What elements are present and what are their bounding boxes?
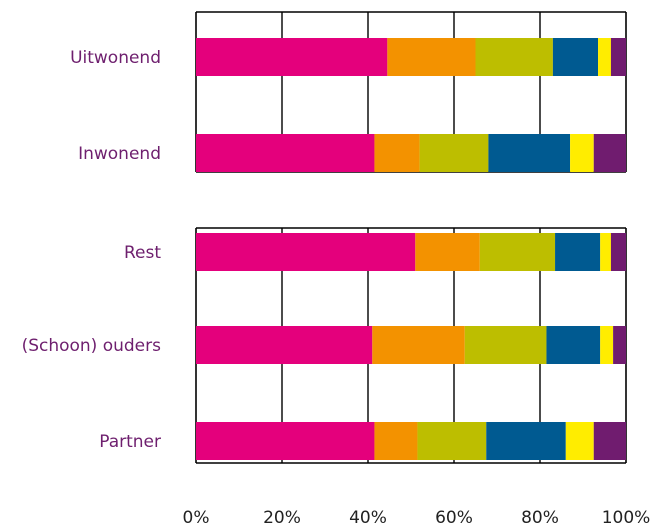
bar-segment-1 [196,134,375,172]
x-tick-label: 80% [521,508,559,528]
bar-segment-4 [552,38,599,76]
bar-segment-5 [600,233,611,271]
bar-segment-6 [610,233,626,271]
bar-segment-1 [196,422,375,460]
x-tick-label: 60% [435,508,473,528]
bar-segment-1 [196,233,416,271]
bar-segment-5 [598,38,611,76]
category-label: Partner [99,432,161,452]
bar-segment-2 [415,233,480,271]
bar-segment-4 [486,422,566,460]
bar-segment-4 [488,134,571,172]
bar-segment-5 [565,422,594,460]
bar-segment-4 [546,326,601,364]
category-label: (Schoon) ouders [22,336,162,356]
bar-segment-1 [196,326,373,364]
bar-segment-3 [417,422,487,460]
bar-segment-3 [419,134,489,172]
bar-segment-2 [374,422,418,460]
bar-segment-2 [374,134,420,172]
chart-panel-2: Rest (Schoon) ouders Partner [22,227,627,464]
bar-segment-6 [610,38,626,76]
category-label: Uitwonend [70,48,161,68]
x-tick-label: 20% [263,508,301,528]
bar-segment-5 [600,326,614,364]
bar-segment-3 [479,233,556,271]
bar-segment-6 [613,326,626,364]
x-tick-label: 0% [183,508,210,528]
bar-segment-6 [593,422,626,460]
bar-segment-6 [593,134,626,172]
bar-segment-2 [372,326,465,364]
bar-segment-4 [555,233,601,271]
bar-segment-1 [196,38,388,76]
bar-segment-5 [570,134,594,172]
chart-panel-1: Uitwonend Inwonend [70,11,627,173]
category-label: Rest [124,243,161,263]
bar-segment-3 [475,38,553,76]
x-tick-label: 40% [349,508,387,528]
category-label: Inwonend [78,144,161,164]
x-tick-label: 100% [602,508,651,528]
bar-segment-3 [464,326,547,364]
bar-segment-2 [387,38,476,76]
